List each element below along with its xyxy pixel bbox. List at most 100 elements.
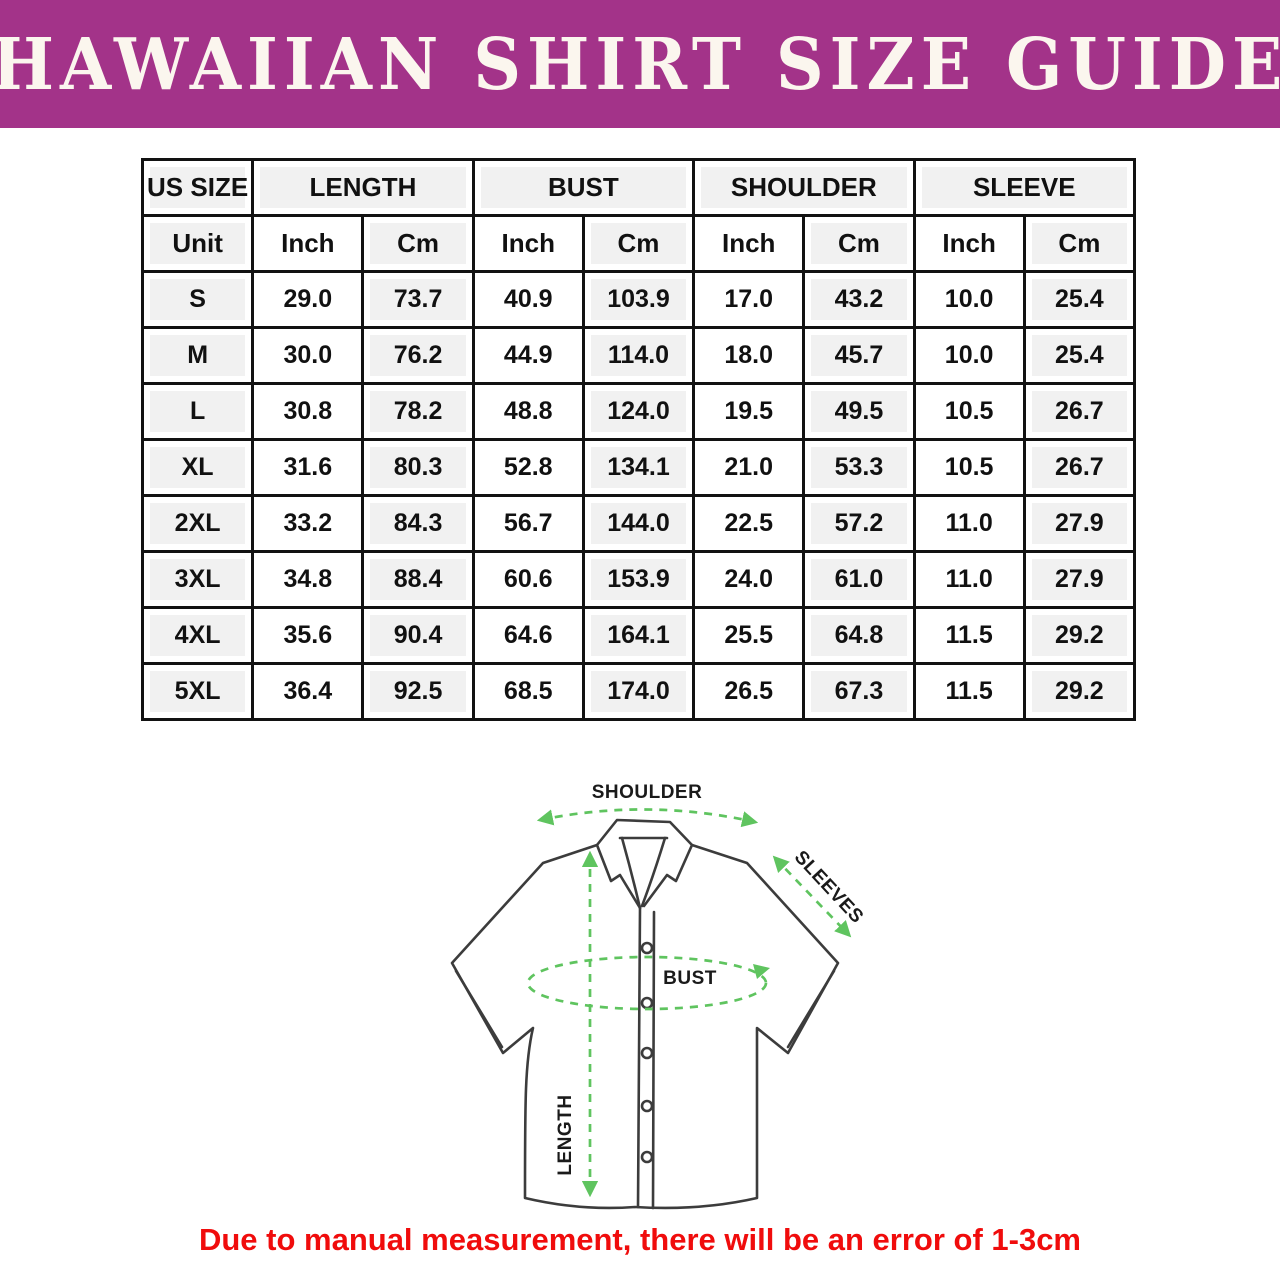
right-neckline <box>640 836 667 908</box>
size-cell: 3XL <box>140 550 255 609</box>
value-cell: 11.5 <box>912 606 1026 665</box>
value-cell: 10.5 <box>912 438 1026 497</box>
value-cell: 61.0 <box>802 550 916 609</box>
bust-arrowhead <box>753 964 770 979</box>
unit-inch-length: Inch <box>251 214 365 273</box>
value-cell: 90.4 <box>361 606 475 665</box>
value-cell: 153.9 <box>581 550 696 609</box>
table-row: 5XL 36.4 92.5 68.5 174.0 26.5 67.3 11.5 29.2 <box>140 662 1137 721</box>
value-cell: 56.7 <box>471 494 585 553</box>
value-cell: 103.9 <box>581 270 696 329</box>
value-cell: 34.8 <box>251 550 365 609</box>
value-cell: 10.0 <box>912 270 1026 329</box>
shirt-icon <box>450 818 840 1210</box>
size-cell: 5XL <box>140 662 255 721</box>
table-row: 4XL 35.6 90.4 64.6 164.1 25.5 64.8 11.5 29.2 <box>140 606 1137 665</box>
value-cell: 36.4 <box>251 662 365 721</box>
shirt-buttons <box>640 941 654 1164</box>
left-cuff-hem-line <box>454 969 504 1049</box>
value-cell: 43.2 <box>802 270 916 329</box>
left-neckline <box>620 836 642 910</box>
unit-inch-sleeve: Inch <box>912 214 1026 273</box>
value-cell: 53.3 <box>802 438 916 497</box>
unit-cm-sleeve: Cm <box>1022 214 1137 273</box>
value-cell: 78.2 <box>361 382 475 441</box>
table-unit-row: Unit Inch Cm Inch Cm Inch Cm Inch Cm <box>140 214 1137 273</box>
value-cell: 64.6 <box>471 606 585 665</box>
value-cell: 11.0 <box>912 550 1026 609</box>
value-cell: 92.5 <box>361 662 475 721</box>
value-cell: 26.7 <box>1022 382 1137 441</box>
value-cell: 31.6 <box>251 438 365 497</box>
value-cell: 24.0 <box>692 550 806 609</box>
value-cell: 57.2 <box>802 494 916 553</box>
value-cell: 67.3 <box>802 662 916 721</box>
shirt-measurement-diagram: SHOULDER SLEEVES BUST LENGTH <box>450 782 867 1210</box>
table-row: S 29.0 73.7 40.9 103.9 17.0 43.2 10.0 25.4 <box>140 270 1137 329</box>
col-header-bust: BUST <box>471 158 696 217</box>
size-table-body: S 29.0 73.7 40.9 103.9 17.0 43.2 10.0 25.4 M 30.0 7… <box>140 270 1137 721</box>
bust-label: BUST <box>663 968 717 989</box>
value-cell: 11.0 <box>912 494 1026 553</box>
value-cell: 174.0 <box>581 662 696 721</box>
table-group-header-row: US SIZE LENGTH BUST SHOULDER SLEEVE <box>140 158 1137 217</box>
unit-cm-shoulder: Cm <box>802 214 916 273</box>
sleeves-arrow <box>772 855 852 938</box>
value-cell: 48.8 <box>471 382 585 441</box>
value-cell: 144.0 <box>581 494 696 553</box>
value-cell: 35.6 <box>251 606 365 665</box>
value-cell: 124.0 <box>581 382 696 441</box>
value-cell: 114.0 <box>581 326 696 385</box>
unit-cm-bust: Cm <box>581 214 696 273</box>
unit-header: Unit <box>140 214 255 273</box>
table-row: 3XL 34.8 88.4 60.6 153.9 24.0 61.0 11.0 27.9 <box>140 550 1137 609</box>
value-cell: 44.9 <box>471 326 585 385</box>
page-title: HAWAIIAN SHIRT SIZE GUIDE <box>0 21 1280 107</box>
title-banner: HAWAIIAN SHIRT SIZE GUIDE <box>0 0 1280 128</box>
value-cell: 25.4 <box>1022 270 1137 329</box>
value-cell: 80.3 <box>361 438 475 497</box>
value-cell: 29.2 <box>1022 662 1137 721</box>
unit-inch-bust: Inch <box>471 214 585 273</box>
table-row: 2XL 33.2 84.3 56.7 144.0 22.5 57.2 11.0 27.9 <box>140 494 1137 553</box>
value-cell: 22.5 <box>692 494 806 553</box>
value-cell: 33.2 <box>251 494 365 553</box>
value-cell: 18.0 <box>692 326 806 385</box>
value-cell: 17.0 <box>692 270 806 329</box>
value-cell: 88.4 <box>361 550 475 609</box>
size-cell: 2XL <box>140 494 255 553</box>
shoulder-label: SHOULDER <box>592 782 703 803</box>
size-cell: L <box>140 382 255 441</box>
table-row: L 30.8 78.2 48.8 124.0 19.5 49.5 10.5 26.7 <box>140 382 1137 441</box>
size-cell: 4XL <box>140 606 255 665</box>
value-cell: 26.5 <box>692 662 806 721</box>
size-cell: XL <box>140 438 255 497</box>
value-cell: 30.0 <box>251 326 365 385</box>
length-label: LENGTH <box>555 1094 576 1175</box>
measurement-disclaimer: Due to manual measurement, there will be… <box>198 1222 1082 1257</box>
placket-right-line <box>651 910 656 1210</box>
table-row: XL 31.6 80.3 52.8 134.1 21.0 53.3 10.5 26.7 <box>140 438 1137 497</box>
value-cell: 27.9 <box>1022 550 1137 609</box>
value-cell: 25.5 <box>692 606 806 665</box>
table-row: M 30.0 76.2 44.9 114.0 18.0 45.7 10.0 25.4 <box>140 326 1137 385</box>
value-cell: 26.7 <box>1022 438 1137 497</box>
value-cell: 30.8 <box>251 382 365 441</box>
value-cell: 19.5 <box>692 382 806 441</box>
right-cuff-hem-line <box>786 969 836 1049</box>
value-cell: 11.5 <box>912 662 1026 721</box>
value-cell: 164.1 <box>581 606 696 665</box>
bust-arrow <box>526 955 770 1011</box>
value-cell: 25.4 <box>1022 326 1137 385</box>
value-cell: 49.5 <box>802 382 916 441</box>
col-header-us-size: US SIZE <box>140 158 255 217</box>
value-cell: 68.5 <box>471 662 585 721</box>
unit-inch-shoulder: Inch <box>692 214 806 273</box>
value-cell: 84.3 <box>361 494 475 553</box>
value-cell: 64.8 <box>802 606 916 665</box>
left-lapel-line <box>595 843 642 910</box>
col-header-shoulder: SHOULDER <box>692 158 916 217</box>
col-header-sleeve: SLEEVE <box>912 158 1137 217</box>
value-cell: 29.0 <box>251 270 365 329</box>
